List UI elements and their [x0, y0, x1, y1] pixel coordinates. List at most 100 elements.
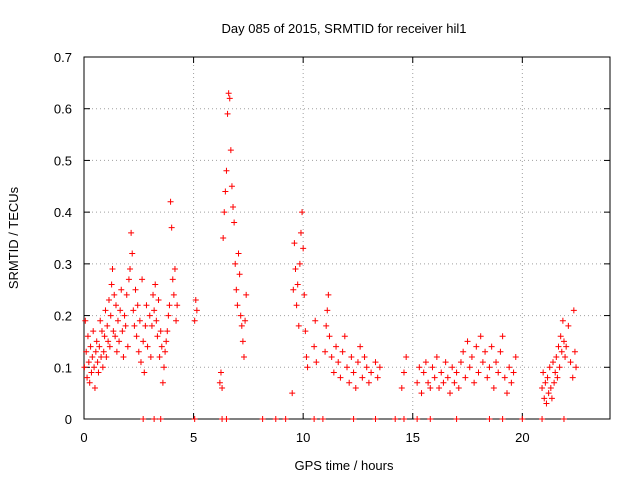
- data-point: [164, 328, 171, 335]
- data-point: [473, 343, 480, 350]
- data-point: [303, 353, 310, 360]
- data-point: [227, 147, 234, 154]
- data-point: [159, 379, 166, 386]
- data-point: [156, 353, 163, 360]
- data-point: [365, 379, 372, 386]
- data-point: [153, 317, 160, 324]
- data-point: [86, 379, 93, 386]
- data-point: [471, 379, 478, 386]
- data-point: [217, 369, 224, 376]
- data-point: [541, 395, 548, 402]
- data-point: [499, 333, 506, 340]
- data-point: [165, 312, 172, 319]
- data-point: [453, 369, 460, 376]
- data-point: [163, 338, 170, 345]
- data-point: [114, 317, 121, 324]
- data-point: [436, 384, 443, 391]
- data-point: [563, 343, 570, 350]
- data-point: [499, 416, 506, 422]
- data-point: [167, 198, 174, 205]
- data-point: [542, 379, 549, 386]
- data-point: [103, 353, 110, 360]
- y-tick-label: 0: [65, 412, 72, 427]
- data-point: [403, 353, 410, 360]
- data-point: [322, 348, 329, 355]
- data-point: [462, 374, 469, 381]
- data-point: [466, 364, 473, 371]
- data-point: [438, 369, 445, 376]
- data-point: [374, 374, 381, 381]
- data-point: [98, 328, 105, 335]
- data-point: [548, 395, 555, 402]
- grid-lines: [84, 57, 610, 419]
- data-point: [291, 240, 298, 247]
- data-point: [88, 369, 95, 376]
- data-point: [512, 353, 519, 360]
- data-point: [111, 291, 118, 298]
- data-point: [337, 374, 344, 381]
- data-point: [148, 322, 155, 329]
- data-point: [363, 364, 370, 371]
- data-point: [97, 317, 104, 324]
- data-point: [242, 317, 249, 324]
- data-point: [545, 390, 552, 397]
- data-point: [121, 312, 128, 319]
- data-point: [233, 286, 240, 293]
- data-point: [240, 353, 247, 360]
- data-point: [81, 364, 88, 371]
- x-tick-label: 5: [190, 430, 197, 445]
- data-point: [552, 369, 559, 376]
- data-point: [91, 364, 98, 371]
- data-point: [235, 250, 242, 257]
- data-point: [325, 291, 332, 298]
- data-point: [232, 260, 239, 267]
- data-point: [223, 167, 230, 174]
- data-point: [457, 359, 464, 366]
- data-point: [174, 302, 181, 309]
- data-point: [484, 374, 491, 381]
- data-point: [550, 359, 557, 366]
- data-point: [464, 338, 471, 345]
- data-point: [127, 266, 134, 273]
- data-point: [558, 348, 565, 355]
- data-point: [544, 374, 551, 381]
- data-point: [433, 353, 440, 360]
- data-point: [429, 364, 436, 371]
- data-point: [147, 353, 154, 360]
- x-tick-label: 0: [80, 430, 87, 445]
- data-point: [151, 307, 158, 314]
- data-point: [222, 188, 229, 195]
- data-point: [90, 328, 97, 335]
- data-point: [304, 364, 311, 371]
- data-point: [162, 348, 169, 355]
- data-point: [455, 384, 462, 391]
- data-point: [228, 183, 235, 190]
- data-point: [193, 307, 200, 314]
- data-point: [497, 348, 504, 355]
- data-point: [160, 364, 167, 371]
- data-point: [282, 416, 289, 422]
- data-point: [460, 348, 467, 355]
- data-point: [508, 379, 515, 386]
- data-point: [551, 379, 558, 386]
- data-point: [562, 353, 569, 360]
- data-point: [361, 353, 368, 360]
- data-point: [447, 390, 454, 397]
- data-point: [132, 286, 139, 293]
- data-point: [490, 384, 497, 391]
- data-point: [234, 302, 241, 309]
- y-tick-label: 0.1: [54, 360, 72, 375]
- data-point: [104, 322, 111, 329]
- data-point: [107, 312, 114, 319]
- y-tick-label: 0.6: [54, 102, 72, 117]
- chart-title: Day 085 of 2015, SRMTID for receiver hil…: [222, 21, 467, 36]
- y-tick-label: 0.5: [54, 153, 72, 168]
- data-point: [144, 343, 151, 350]
- data-point: [326, 333, 333, 340]
- data-point: [295, 322, 302, 329]
- data-point: [294, 281, 301, 288]
- data-point: [224, 110, 231, 117]
- data-point: [540, 369, 547, 376]
